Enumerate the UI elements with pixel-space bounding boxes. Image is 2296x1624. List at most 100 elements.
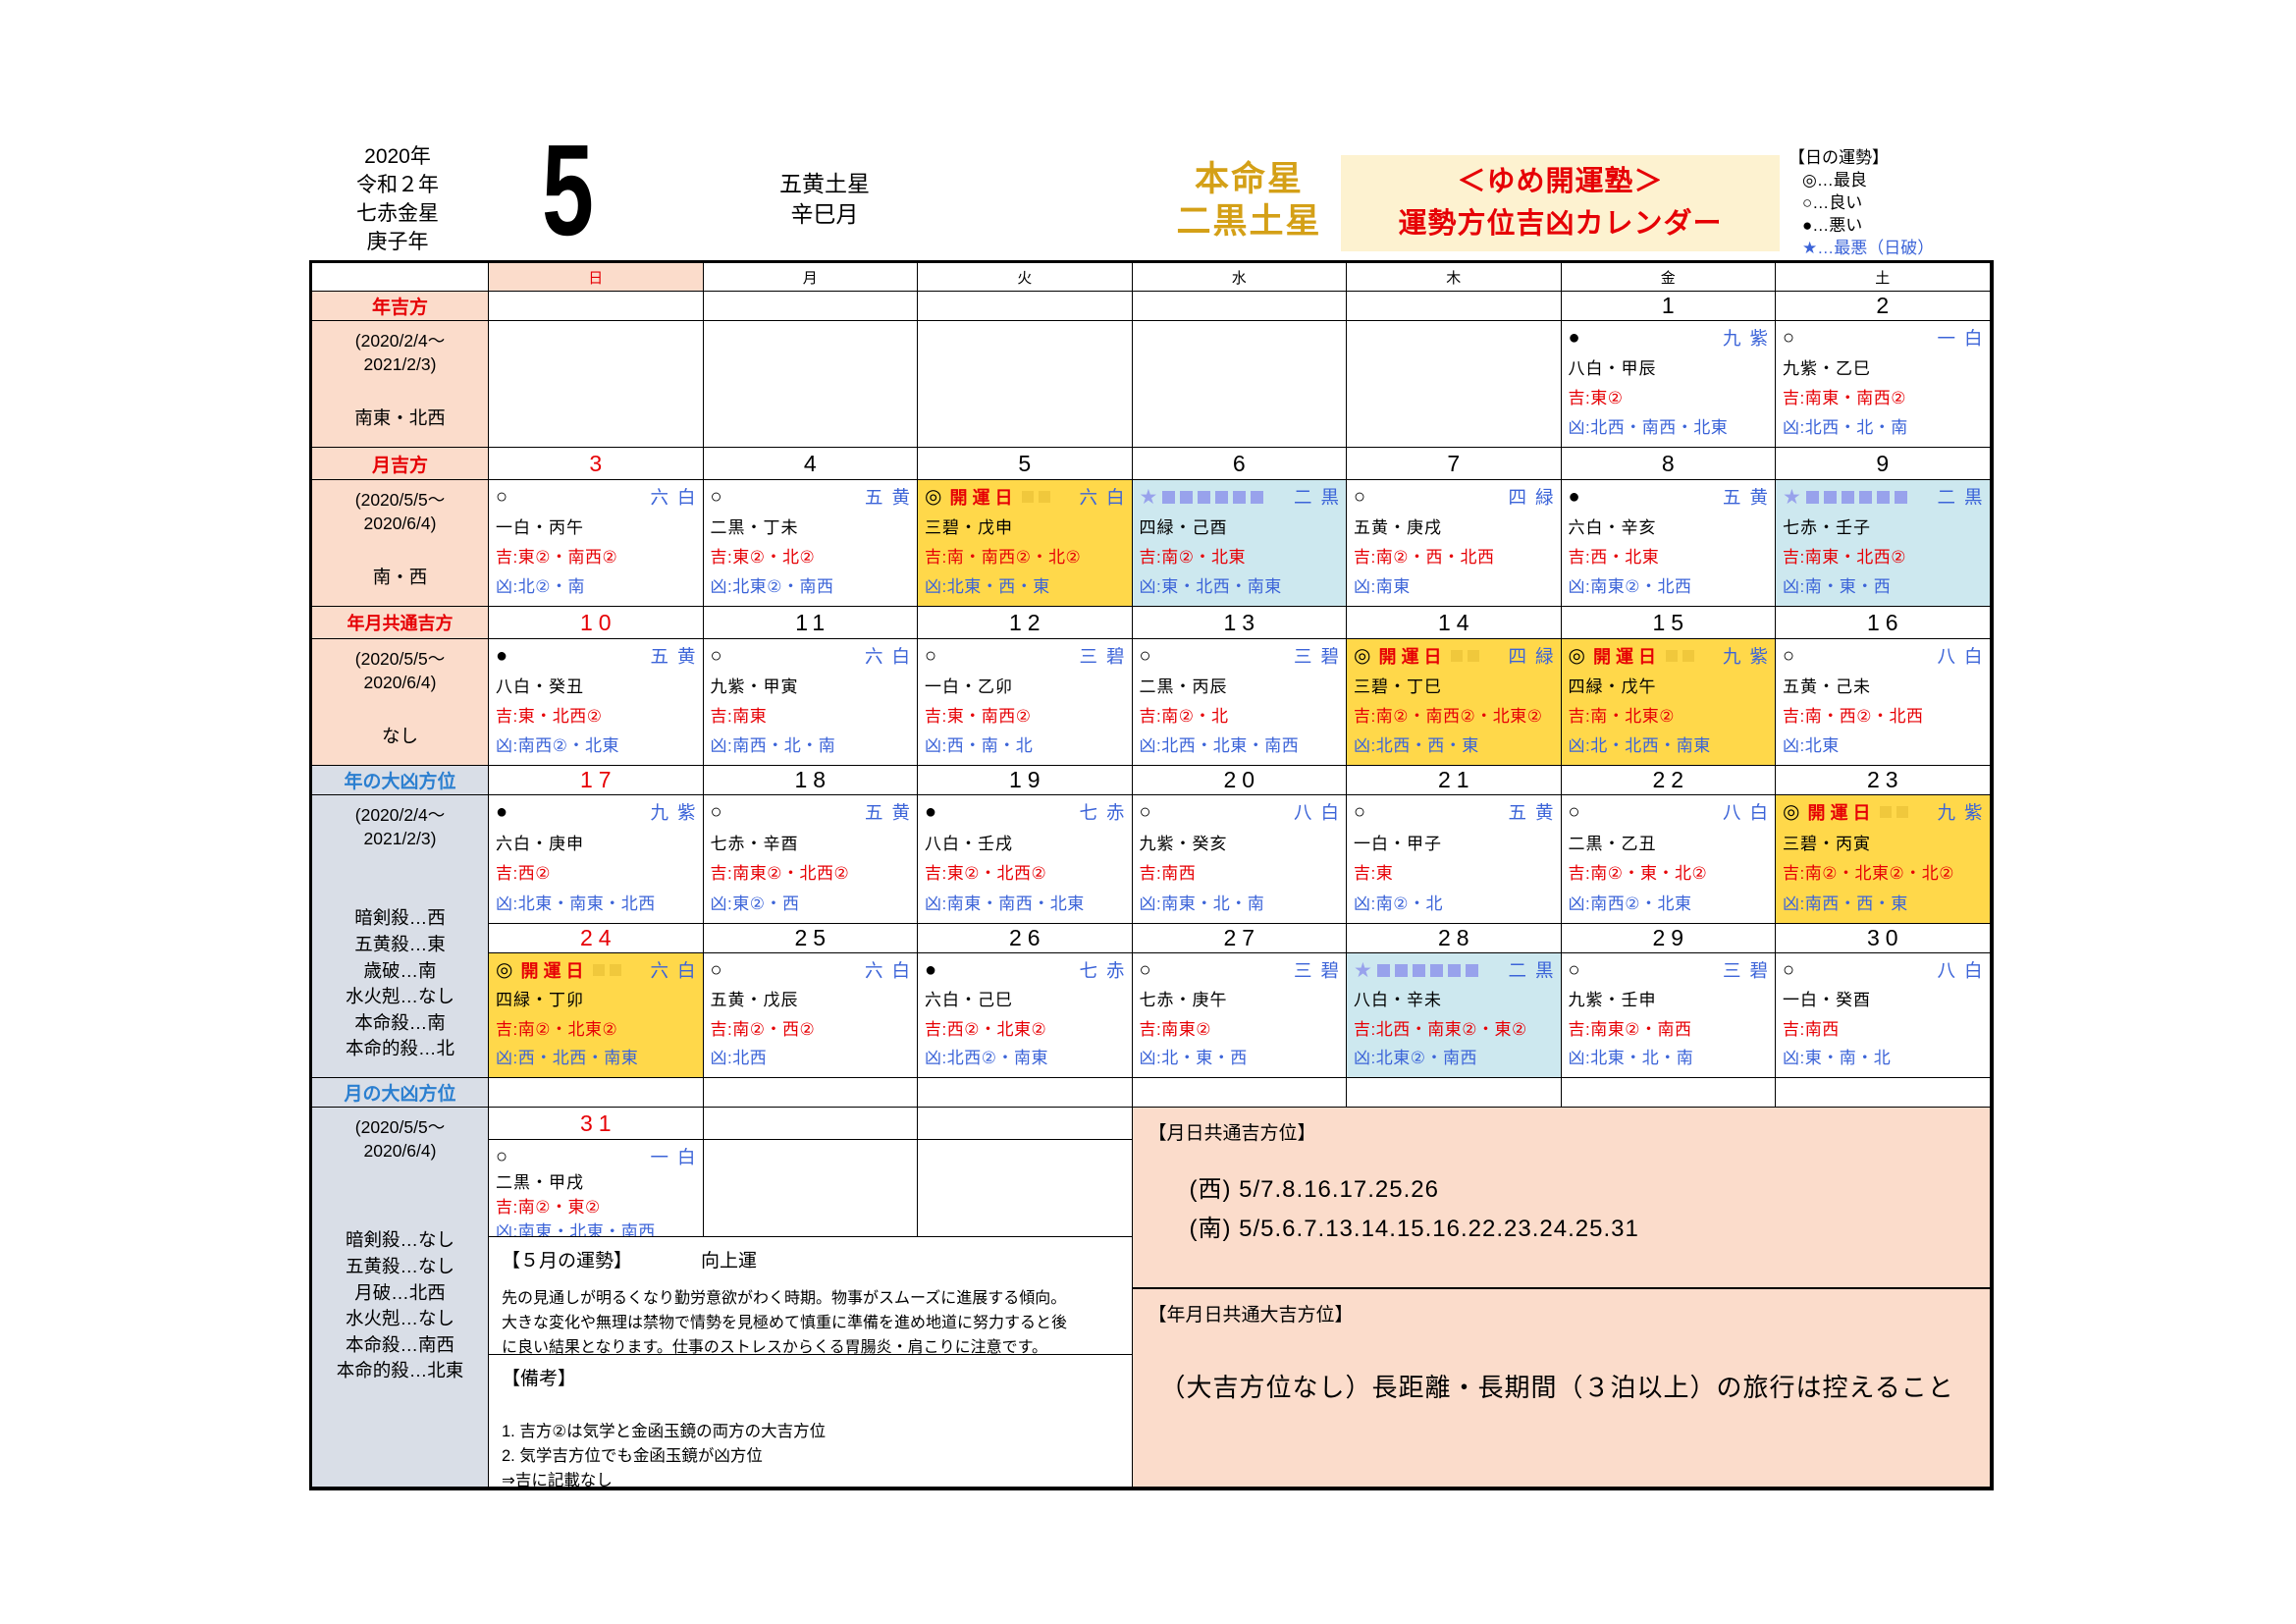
day-fortune-symbol: ○ <box>1783 645 1795 667</box>
day-kanji-line: 七赤・壬子 <box>1783 518 1871 537</box>
date-cell: 12 <box>918 607 1133 639</box>
date-cell: 24 <box>489 924 704 953</box>
empty-cell <box>703 1140 918 1237</box>
weekday-header-6: 土 <box>1776 263 1991 292</box>
day-fortune-symbol: ◎ <box>925 486 942 508</box>
bottom-right-boxes: 【月日共通吉方位】 (西) 5/7.8.16.17.25.26 (南) 5/5.… <box>1132 1108 1991 1488</box>
day-cell: ○ 六白 一白・丙午 吉:東②・南西② 凶:北②・南 <box>489 480 704 607</box>
date-cell: 17 <box>489 766 704 795</box>
day-star-number: 五黄 <box>650 646 704 667</box>
day-cell: ◎ 開運日 九紫四緑・戊午吉:南・北東② 凶:北・北西・南東 <box>1561 639 1776 766</box>
empty-cell <box>1132 1078 1347 1108</box>
day-cell: ★ 二黒 四緑・己酉 吉:南②・北東 凶:東・北西・南東 <box>1132 480 1347 607</box>
day-kyo-line: 凶:北東②・南西 <box>710 577 834 596</box>
date-cell: 11 <box>703 607 918 639</box>
day-star-number: 五黄 <box>1508 802 1562 823</box>
day-fortune-symbol: ○ <box>1139 801 1151 823</box>
calendar-grid: 年吉方 (2020/2/4～ 2021/2/3) 南東・北西 月吉方 (2020… <box>309 260 1994 1490</box>
corner-cell <box>312 263 489 292</box>
day-kanji-line: 五黄・庚戌 <box>1354 518 1442 537</box>
day-kichi-line: 吉:西② <box>496 864 551 884</box>
day-top-line: ◎ 開運日 六白 <box>496 958 696 982</box>
day-top-line: ○ 五黄 <box>1354 800 1554 824</box>
day-kyo-line: 凶:南東・南西・北東 <box>925 893 1085 913</box>
day-fortune-symbol: ● <box>1568 486 1580 508</box>
day-kichi-line: 吉:南②・北 <box>1139 707 1229 726</box>
day-cell: ○ 三碧 七赤・庚午 吉:南東② 凶:北・東・西 <box>1132 953 1347 1078</box>
monthly-fortune-text: 先の見通しが明るくなり勤労意欲がわく時期。物事がスムーズに進展する傾向。 大きな… <box>502 1290 1068 1355</box>
day-kyo-line: 凶:北・東・西 <box>1139 1048 1248 1067</box>
date-cell: 25 <box>703 924 918 953</box>
day-kyo-line: 凶:南②・北 <box>1354 893 1443 913</box>
day-star-number: 五黄 <box>864 487 918 508</box>
day-top-line: ● 五黄 <box>1569 485 1769 509</box>
date-cell: 2 <box>1776 292 1991 321</box>
day-cell: ○ 四緑 五黄・庚戌 吉:南②・西・北西 凶:南東 <box>1347 480 1562 607</box>
day-kanji-line: 五黄・戊辰 <box>710 991 799 1010</box>
day-cell: ● 七赤 六白・己巳 吉:西②・北東② 凶:北西②・南東 <box>918 953 1133 1078</box>
honmei-star: 本命星 二黒土星 <box>1176 160 1322 241</box>
day-kyo-line: 凶:北東・西・東 <box>925 577 1050 596</box>
blue-square-icon <box>1412 963 1425 977</box>
day-kyo-line: 凶:南東・北・南 <box>1139 893 1265 913</box>
date-cell: 29 <box>1561 924 1776 953</box>
date-cell: 14 <box>1347 607 1562 639</box>
day-star-number: 九紫 <box>1722 328 1776 349</box>
day-kichi-line: 吉:東②・北西② <box>925 864 1047 884</box>
day-kichi-line: 吉:南東②・南西 <box>1568 1019 1692 1039</box>
day-kichi-line: 吉:東②・北② <box>710 548 816 567</box>
day-kanji-line: 八白・癸丑 <box>496 677 584 696</box>
date-cell: 31 <box>489 1108 704 1140</box>
day-fortune-symbol: ★ <box>1354 958 1372 982</box>
day-kichi-line: 吉:南東・北西② <box>1783 548 1906 567</box>
day-cell: ◎ 開運日 九紫 三碧・丙寅 吉:南②・北東②・北② 凶:南西・西・東 <box>1776 795 1991 924</box>
day-cell: ○ 八白 五黄・己未 吉:南・西②・北西 凶:北東 <box>1776 639 1991 766</box>
day-kanji-line: 六白・辛亥 <box>1568 518 1657 537</box>
legend-item-good: ○…良い <box>1802 193 1863 213</box>
day-top-line: ○ 三碧 <box>1569 958 1769 982</box>
blue-square-icon <box>1805 490 1819 504</box>
day-top-line: ★ 二黒 <box>1354 958 1554 982</box>
yellow-square-icon <box>610 964 622 976</box>
sidebar-info-year-kyo: (2020/2/4～ 2021/2/3) 暗剣殺…西 五黄殺…東 歳破…南 水火… <box>312 795 489 1078</box>
day-kyo-line: 凶:西・北西・南東 <box>496 1048 639 1067</box>
day-kichi-line: 吉:南東②・北西② <box>710 864 850 884</box>
empty-cell <box>1132 321 1347 448</box>
day-kanji-line: 四緑・戊午 <box>1568 677 1657 696</box>
day-top-line: ◎ 開運日 九紫 <box>1569 644 1769 668</box>
sidebar-info-month-kichi: (2020/5/5～ 2020/6/4) 南・西 <box>312 480 489 607</box>
day-kichi-line: 吉:南②・東・北② <box>1568 864 1708 884</box>
day-kanji-line: 七赤・庚午 <box>1139 991 1228 1010</box>
day-kanji-line: 一白・甲子 <box>1354 834 1442 853</box>
empty-date-cell <box>918 292 1133 321</box>
day-top-line: ★ 二黒 <box>1140 485 1340 509</box>
day-cell: ★ 二黒 八白・辛未 吉:北西・南東②・東② 凶:北東②・南西 <box>1347 953 1562 1078</box>
date-cell: 6 <box>1132 448 1347 480</box>
day-fortune-symbol: ◎ <box>496 959 513 981</box>
day-kichi-line: 吉:南東 <box>710 707 768 726</box>
day-star-number: 三碧 <box>1293 646 1347 667</box>
day-top-line: ○ 五黄 <box>711 800 911 824</box>
day-kichi-line: 吉:南・北東② <box>1568 707 1675 726</box>
kyo-list: 暗剣殺…西 五黄殺…東 歳破…南 水火剋…なし 本命殺…南 本命的殺…北 <box>345 907 454 1059</box>
day-top-line: ○ 五黄 <box>711 485 911 509</box>
date-cell: 15 <box>1561 607 1776 639</box>
direction-value: 南・西 <box>372 567 428 588</box>
day-kanji-line: 八白・壬戌 <box>925 834 1013 853</box>
date-cell: 28 <box>1347 924 1562 953</box>
day-top-line: ○ 八白 <box>1783 644 1983 668</box>
empty-date-cell <box>918 1108 1133 1140</box>
day-kichi-line: 吉:東・南西② <box>925 707 1032 726</box>
day-kichi-line: 吉:南・南西②・北② <box>925 548 1082 567</box>
day-top-line: ◎ 開運日 九紫 <box>1783 800 1983 824</box>
day-cell: ○ 三碧 一白・乙卯 吉:東・南西② 凶:西・南・北 <box>918 639 1133 766</box>
day-kyo-line: 凶:北・北西・南東 <box>1568 736 1711 755</box>
day-top-line: ○ 六白 <box>711 958 911 982</box>
day-fortune-legend: 【日の運勢】 ◎…最良 ○…良い ●…悪い ★…最悪（日破） <box>1789 146 1934 260</box>
day-top-line: ○ 六白 <box>496 485 696 509</box>
day-top-line: ● 五黄 <box>496 644 696 668</box>
day-kichi-line: 吉:東・北西② <box>496 707 603 726</box>
yellow-square-icon <box>593 964 606 976</box>
sidebar-info-year-kichi: (2020/2/4～ 2021/2/3) 南東・北西 <box>312 321 489 448</box>
date-cell: 9 <box>1776 448 1991 480</box>
